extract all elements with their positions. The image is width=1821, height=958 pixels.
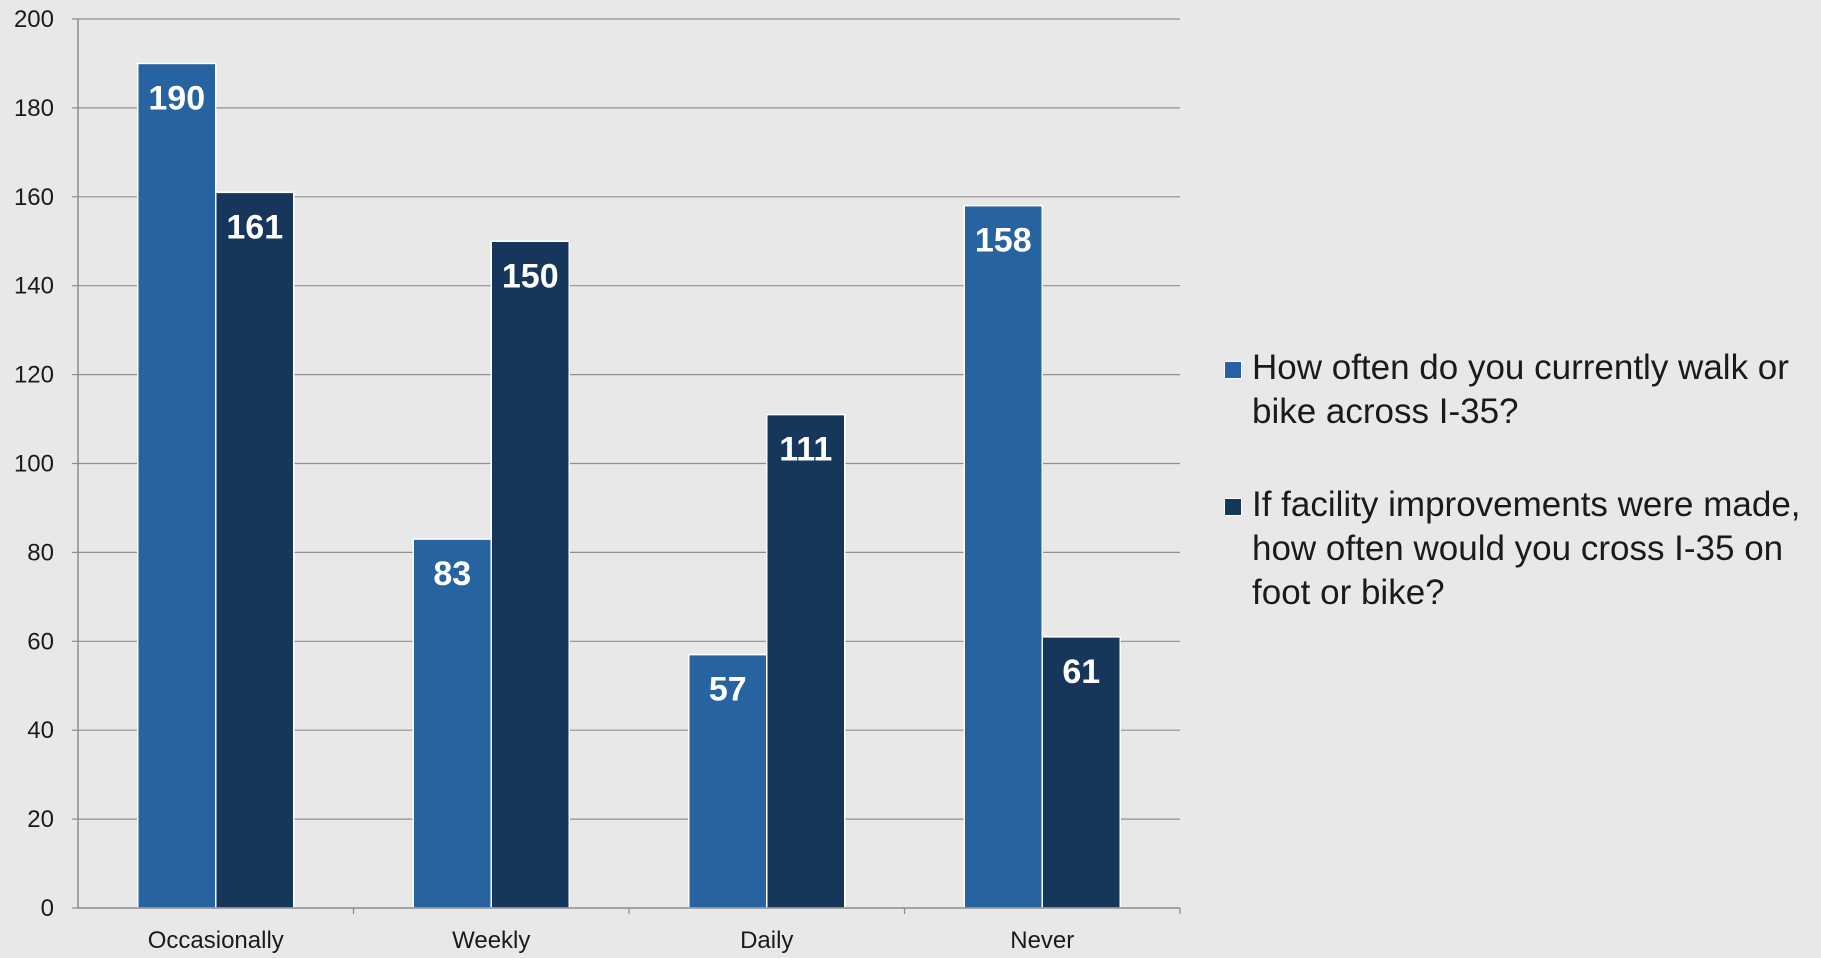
x-axis-ticks: Occasionally Weekly Daily Never: [148, 908, 1181, 954]
y-tick-label: 180: [14, 95, 54, 122]
bar-series-2-occasionally: [215, 191, 295, 909]
y-axis-ticks: 0 20 40 60 80 100 120 140 160 180 200: [14, 6, 78, 922]
legend-item-series-1: How often do you currently walk or bike …: [1224, 346, 1814, 434]
x-tick-label: Daily: [740, 927, 793, 953]
legend-label-series-2: If facility improvements were made, how …: [1252, 485, 1801, 612]
bar-series-2-never: [1041, 636, 1121, 909]
y-tick-label: 20: [27, 806, 54, 833]
data-label: 158: [975, 222, 1032, 260]
y-tick-label: 100: [14, 451, 54, 478]
y-tick-label: 40: [27, 717, 54, 744]
data-label: 111: [779, 431, 832, 469]
y-tick-label: 120: [14, 362, 54, 389]
x-tick-label: Weekly: [452, 927, 530, 953]
data-labels: 190 161 83 150 57 111 158 61: [148, 79, 1100, 708]
legend-label-series-1: How often do you currently walk or bike …: [1252, 348, 1789, 431]
legend-swatch-series-1: [1224, 361, 1242, 379]
legend-item-series-2: If facility improvements were made, how …: [1224, 483, 1814, 615]
data-label: 150: [502, 257, 559, 295]
x-tick-label: Never: [1010, 927, 1074, 953]
bars: [137, 62, 1121, 909]
data-label: 161: [226, 208, 283, 246]
bar-series-2-daily: [766, 413, 846, 909]
y-tick-label: 140: [14, 273, 54, 300]
y-tick-label: 0: [41, 895, 54, 922]
data-label: 57: [709, 671, 747, 709]
y-tick-label: 160: [14, 184, 54, 211]
bar-series-1-daily: [688, 653, 768, 909]
y-tick-label: 60: [27, 628, 54, 655]
bar-series-1-occasionally: [137, 62, 217, 909]
legend: How often do you currently walk or bike …: [1224, 346, 1814, 664]
bar-series-1-weekly: [412, 538, 492, 909]
data-label: 190: [148, 79, 205, 117]
bar-series-1-never: [963, 204, 1043, 909]
legend-swatch-series-2: [1224, 498, 1242, 516]
data-label: 61: [1062, 653, 1100, 691]
data-label: 83: [433, 555, 471, 593]
y-tick-label: 80: [27, 539, 54, 566]
x-tick-label: Occasionally: [148, 927, 284, 953]
y-tick-label: 200: [14, 6, 54, 33]
bar-series-2-weekly: [490, 240, 570, 909]
